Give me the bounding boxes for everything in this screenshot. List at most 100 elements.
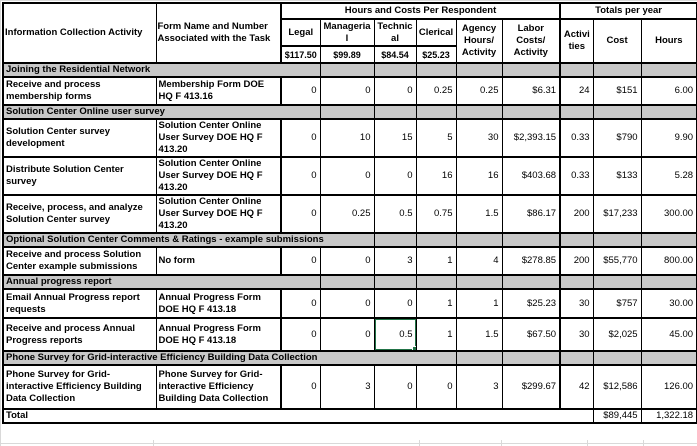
cell-value[interactable]: 0 <box>280 364 321 410</box>
cell-value[interactable]: 200 <box>559 194 594 234</box>
cell-value[interactable]: 0.25 <box>415 76 457 106</box>
section-empty-cell[interactable] <box>559 62 594 78</box>
cell-value[interactable]: 16 <box>455 156 503 196</box>
cell-value[interactable]: $790 <box>592 118 642 158</box>
section-header-cell[interactable]: Phone Survey for Grid-interactive Effici… <box>2 350 457 366</box>
section-empty-cell[interactable] <box>592 104 642 120</box>
cell-value[interactable]: 0 <box>280 76 321 106</box>
cell-value[interactable]: 1.5 <box>455 317 503 352</box>
cell-value[interactable]: 6.00 <box>640 76 697 106</box>
section-empty-cell[interactable] <box>640 104 697 120</box>
header-totals-group[interactable]: Totals per year <box>559 2 697 20</box>
section-empty-cell[interactable] <box>592 274 642 290</box>
header-activity-column[interactable]: Information Collection Activity <box>2 2 157 64</box>
cell-form[interactable]: Solution Center Online User Survey DOE H… <box>155 194 282 234</box>
cell-value[interactable]: 5 <box>415 118 457 158</box>
section-empty-cell[interactable] <box>455 232 503 248</box>
cell-form[interactable]: Annual Progress Form DOE HQ F 413.18 <box>155 317 282 352</box>
total-label-cell[interactable]: Total <box>2 408 594 424</box>
section-empty-cell[interactable] <box>559 232 594 248</box>
cell-value[interactable]: 300.00 <box>640 194 697 234</box>
header-hours[interactable]: Hours <box>640 18 697 64</box>
section-empty-cell[interactable] <box>415 104 457 120</box>
cell-value[interactable]: $12,586 <box>592 364 642 410</box>
cell-value[interactable]: $133 <box>592 156 642 196</box>
cell-value[interactable]: 3 <box>319 364 375 410</box>
cell-value[interactable]: $2,393.15 <box>501 118 561 158</box>
cell-value[interactable]: 0 <box>373 156 417 196</box>
cell-value[interactable]: $403.68 <box>501 156 561 196</box>
cell-value[interactable]: 0 <box>319 76 375 106</box>
rate-managerial[interactable]: $99.89 <box>319 45 375 64</box>
cell-value[interactable]: $25.23 <box>501 288 561 319</box>
cell-value[interactable]: 0 <box>280 194 321 234</box>
cell-value[interactable]: 0 <box>373 364 417 410</box>
cell-value[interactable]: 15 <box>373 118 417 158</box>
cell-value[interactable]: $55,770 <box>592 246 642 276</box>
cell-value[interactable]: $278.85 <box>501 246 561 276</box>
section-empty-cell[interactable] <box>559 274 594 290</box>
cell-form[interactable]: Solution Center Online User Survey DOE H… <box>155 118 282 158</box>
cell-value[interactable]: 30 <box>455 118 503 158</box>
cell-activity[interactable]: Receive, process, and analyze Solution C… <box>2 194 157 234</box>
cell-value[interactable]: 0 <box>373 288 417 319</box>
cell-form[interactable]: No form <box>155 246 282 276</box>
cell-value[interactable]: 200 <box>559 246 594 276</box>
section-empty-cell[interactable] <box>455 104 503 120</box>
header-managerial[interactable]: Manageria l <box>319 18 375 47</box>
header-cost[interactable]: Cost <box>592 18 642 64</box>
section-header-cell[interactable]: Solution Center Online user survey <box>2 104 321 120</box>
cell-activity[interactable]: Phone Survey for Grid- interactive Effic… <box>2 364 157 410</box>
cell-value[interactable]: 16 <box>415 156 457 196</box>
rate-clerical[interactable]: $25.23 <box>415 45 457 64</box>
cell-form[interactable]: Phone Survey for Grid- interactive Effic… <box>155 364 282 410</box>
header-technical[interactable]: Technic al <box>373 18 417 47</box>
cell-value[interactable]: 4 <box>455 246 503 276</box>
header-legal[interactable]: Legal <box>280 18 321 47</box>
cell-value[interactable]: 0.25 <box>319 194 375 234</box>
total-hours-cell[interactable]: 1,322.18 <box>640 408 697 424</box>
cell-value[interactable]: 0 <box>373 76 417 106</box>
cell-value[interactable]: $17,233 <box>592 194 642 234</box>
section-empty-cell[interactable] <box>501 232 561 248</box>
cell-value[interactable]: 1 <box>415 317 457 352</box>
section-empty-cell[interactable] <box>640 350 697 366</box>
cell-value[interactable]: 0.33 <box>559 156 594 196</box>
cell-value[interactable]: 24 <box>559 76 594 106</box>
section-empty-cell[interactable] <box>319 274 375 290</box>
cell-value[interactable]: 30.00 <box>640 288 697 319</box>
header-activities[interactable]: Activi ties <box>559 18 594 64</box>
section-header-cell[interactable]: Joining the Residential Network <box>2 62 321 78</box>
section-empty-cell[interactable] <box>501 274 561 290</box>
cell-value[interactable]: 0 <box>280 288 321 319</box>
section-empty-cell[interactable] <box>640 274 697 290</box>
section-empty-cell[interactable] <box>592 62 642 78</box>
section-empty-cell[interactable] <box>373 232 417 248</box>
cell-value[interactable]: 0.5 <box>373 194 417 234</box>
cell-value[interactable]: 0.33 <box>559 118 594 158</box>
cell-value[interactable]: 0 <box>319 288 375 319</box>
cell-value[interactable]: $757 <box>592 288 642 319</box>
cell-activity[interactable]: Receive and process Annual Progress repo… <box>2 317 157 352</box>
section-empty-cell[interactable] <box>455 62 503 78</box>
rate-technical[interactable]: $84.54 <box>373 45 417 64</box>
section-empty-cell[interactable] <box>501 104 561 120</box>
cell-value[interactable]: $6.31 <box>501 76 561 106</box>
section-empty-cell[interactable] <box>455 350 503 366</box>
section-empty-cell[interactable] <box>592 232 642 248</box>
cell-value[interactable]: 126.00 <box>640 364 697 410</box>
section-empty-cell[interactable] <box>501 350 561 366</box>
cell-value[interactable]: 1 <box>415 246 457 276</box>
section-empty-cell[interactable] <box>501 62 561 78</box>
section-empty-cell[interactable] <box>373 62 417 78</box>
cell-activity[interactable]: Distribute Solution Center survey <box>2 156 157 196</box>
header-hours-costs-group[interactable]: Hours and Costs Per Respondent <box>279 2 561 20</box>
cell-value[interactable]: 1.5 <box>455 194 503 234</box>
section-empty-cell[interactable] <box>455 274 503 290</box>
cell-activity[interactable]: Receive and process Solution Center exam… <box>2 246 157 276</box>
cell-value[interactable]: 30 <box>559 317 594 352</box>
cell-form[interactable]: Annual Progress Form DOE HQ F 413.18 <box>155 288 282 319</box>
header-clerical[interactable]: Clerical <box>415 18 457 47</box>
cell-value[interactable]: $2,025 <box>592 317 642 352</box>
section-header-cell[interactable]: Annual progress report <box>2 274 321 290</box>
